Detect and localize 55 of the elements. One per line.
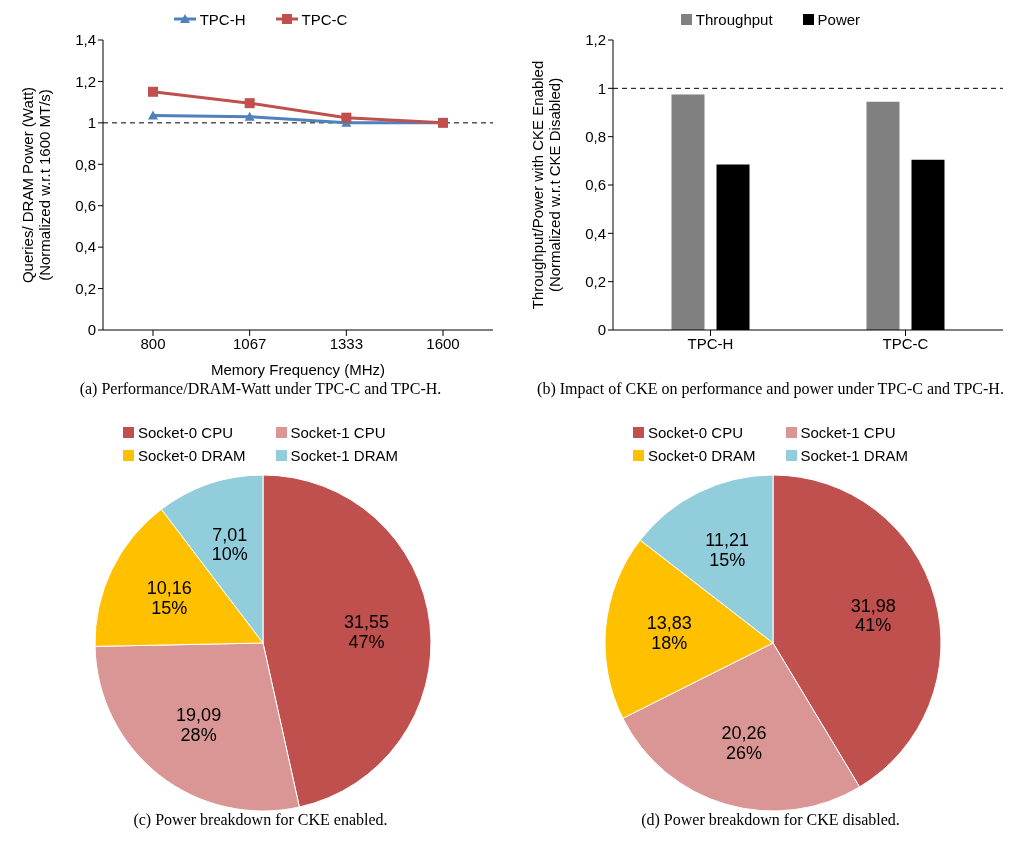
- y-tick-label: 1,2: [585, 31, 606, 49]
- y-tick-label: 1: [597, 79, 606, 97]
- point: [148, 86, 158, 97]
- y-tick-label: 0,2: [585, 272, 606, 290]
- x-tick-label: TPC-H: [687, 334, 734, 352]
- y-axis-title: Queries/ DRAM Power (Watt) (Normalized w.r.t 1600 MT/s): [19, 86, 53, 284]
- data-label: 11,21 15%: [705, 529, 750, 570]
- data-label: 31,98 41%: [850, 595, 896, 636]
- data-label: 13,83 18%: [646, 613, 692, 654]
- legend-label: Socket-0 DRAM: [647, 447, 756, 464]
- legend-label: Socket-0 CPU: [137, 424, 234, 441]
- y-tick-label: 0,6: [585, 176, 606, 194]
- legend-label: Socket-1 CPU: [800, 424, 896, 441]
- legend-label: Power: [817, 10, 861, 28]
- data-label: 20,26 26%: [721, 723, 767, 764]
- data-label: 19,09 28%: [176, 705, 222, 746]
- point: [244, 111, 255, 121]
- x-tick-label: TPC-C: [882, 334, 929, 352]
- data-label: 31,55 47%: [344, 612, 390, 652]
- point: [341, 112, 352, 123]
- x-tick-label: 1333: [329, 334, 364, 352]
- legend-label: TPC-C: [301, 10, 348, 28]
- y-tick-label: 1,2: [75, 72, 96, 90]
- y-axis-title: Throughput/Power with CKE Enabled (Normalized w.r.t CKE Disabled): [529, 60, 563, 310]
- y-tick-label: 0,2: [75, 279, 96, 297]
- text: (a) Performance/DRAM-Watt under TPC-C and TPC-H.: [78, 380, 443, 400]
- text: (d) Power breakdown for CKE disabled.: [640, 811, 901, 831]
- legend-label: Socket-1 DRAM: [290, 447, 399, 464]
- y-tick-label: 0: [87, 321, 96, 339]
- x-tick-label: 800: [140, 334, 166, 352]
- legend-label: Socket-0 DRAM: [137, 447, 246, 464]
- y-tick-label: 1,4: [75, 31, 96, 49]
- legend-label: Socket-0 CPU: [647, 424, 744, 441]
- y-tick-label: 0,8: [75, 155, 96, 173]
- x-tick-label: 1600: [426, 334, 460, 352]
- legend-label: Socket-1 DRAM: [800, 447, 909, 464]
- data-label: 7,01 10%: [211, 524, 248, 565]
- y-tick-label: 0,6: [75, 197, 96, 215]
- bar: [671, 94, 705, 330]
- bar: [866, 101, 900, 330]
- legend-label: Throughput: [695, 10, 773, 28]
- point: [148, 110, 158, 120]
- legend-label: Socket-1 CPU: [290, 424, 386, 441]
- y-tick-label: 1: [87, 114, 96, 132]
- y-tick-label: 0,8: [585, 127, 606, 145]
- y-tick-label: 0: [597, 321, 606, 339]
- y-tick-label: 0,4: [75, 238, 96, 256]
- x-axis-title: Memory Frequency (MHz): [210, 361, 386, 378]
- x-tick-label: 1067: [232, 334, 267, 352]
- text: (c) Power breakdown for CKE enabled.: [132, 811, 389, 831]
- point: [244, 98, 255, 109]
- text: (b) Impact of CKE on performance and power under TPC-C and TPC-H.: [536, 380, 1005, 400]
- data-label: 10,16 15%: [146, 578, 192, 618]
- legend-label: TPC-H: [199, 10, 246, 28]
- y-tick-label: 0,4: [585, 224, 606, 242]
